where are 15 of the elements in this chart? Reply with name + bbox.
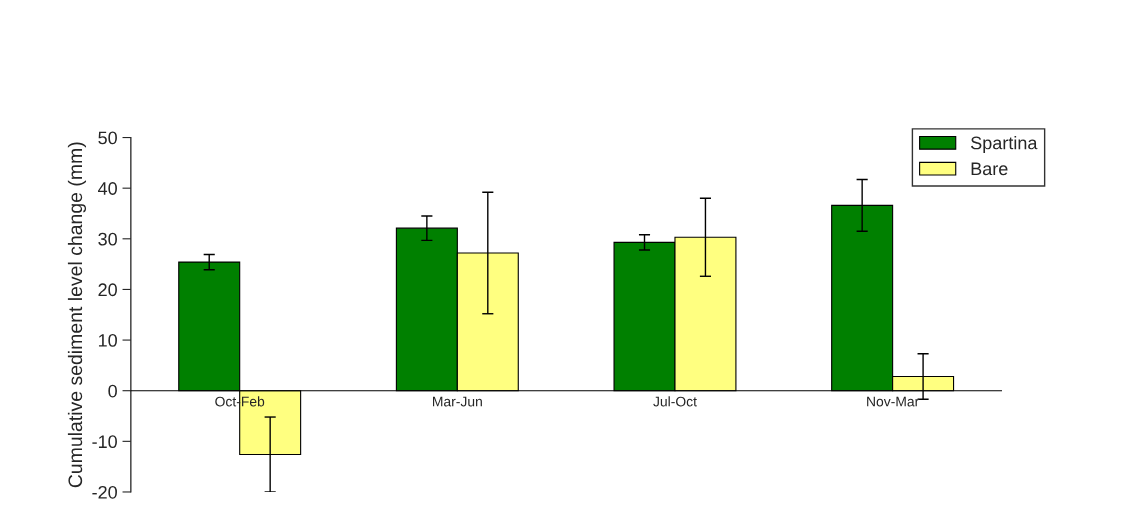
y-tick-label: 50 bbox=[98, 131, 117, 145]
y-tick-label: 20 bbox=[98, 283, 117, 297]
y-tick-label: 10 bbox=[98, 334, 117, 347]
y-axis-title: Cumulative sediment level change (mm) bbox=[67, 142, 87, 488]
legend-label: Spartina bbox=[971, 136, 1038, 153]
y-tick-label: -20 bbox=[92, 485, 117, 499]
x-tick-label: Nov-Mar bbox=[867, 396, 920, 407]
y-tick-label: 0 bbox=[108, 384, 117, 398]
y-tick-label: -10 bbox=[92, 435, 117, 449]
y-tick-label: 40 bbox=[98, 182, 117, 195]
legend-label: Bare bbox=[971, 162, 1008, 176]
x-tick-label: Oct-Feb bbox=[215, 396, 265, 407]
x-tick-label: Mar-Jun bbox=[433, 396, 482, 407]
y-tick-label: 30 bbox=[98, 232, 117, 246]
x-tick-label: Jul-Oct bbox=[653, 396, 697, 407]
